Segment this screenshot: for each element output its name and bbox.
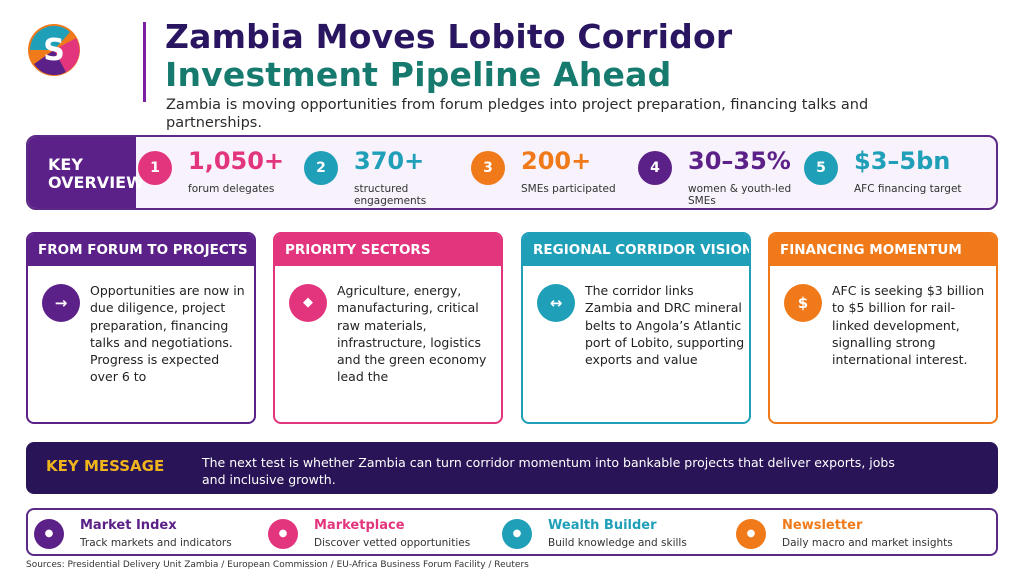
- nav-item-wealth-builder[interactable]: ● Wealth Builder Build knowledge and ski…: [502, 516, 732, 552]
- nav-item-newsletter[interactable]: ● Newsletter Daily macro and market insi…: [736, 516, 966, 552]
- dot-icon: ●: [736, 519, 766, 549]
- stat-value: 370+: [354, 147, 425, 175]
- card-priority-sectors: PRIORITY SECTORS ◆ Agriculture, energy, …: [273, 232, 503, 424]
- svg-text:S: S: [43, 33, 65, 68]
- card-header: PRIORITY SECTORS: [275, 234, 501, 266]
- card-body: The corridor links Zambia and DRC minera…: [585, 283, 745, 368]
- page-title: Zambia Moves Lobito Corridor Investment …: [165, 18, 732, 94]
- stat-value: 30–35%: [688, 147, 791, 175]
- sources-footnote: Sources: Presidential Delivery Unit Zamb…: [26, 560, 529, 570]
- stat-number-badge: 1: [138, 151, 172, 185]
- bottom-nav: ● Market Index Track markets and indicat…: [26, 508, 998, 556]
- card-financing-momentum: FINANCING MOMENTUM $ AFC is seeking $3 b…: [768, 232, 998, 424]
- nav-item-subtitle: Track markets and indicators: [80, 537, 232, 549]
- nav-item-subtitle: Discover vetted opportunities: [314, 537, 471, 549]
- card-body: Agriculture, energy, manufacturing, crit…: [337, 283, 487, 385]
- nav-item-subtitle: Build knowledge and skills: [548, 537, 687, 549]
- card-body: Opportunities are now in due diligence, …: [90, 283, 245, 385]
- key-message-label: KEY MESSAGE: [46, 457, 165, 475]
- stat-label: AFC financing target: [854, 183, 962, 195]
- stat-value: 1,050+: [188, 147, 285, 175]
- title-line-2: Investment Pipeline Ahead: [165, 55, 672, 94]
- stat-value: $3–5bn: [854, 147, 951, 175]
- stat-value: 200+: [521, 147, 592, 175]
- dot-icon: ●: [268, 519, 298, 549]
- card-regional-corridor-vision: REGIONAL CORRIDOR VISION ↔ The corridor …: [521, 232, 751, 424]
- key-overview-label: KEY OVERVIEW: [28, 137, 144, 208]
- key-message-text: The next test is whether Zambia can turn…: [202, 455, 895, 487]
- dot-icon: ●: [34, 519, 64, 549]
- nav-item-title: Wealth Builder: [548, 518, 657, 533]
- key-overview-panel: KEY OVERVIEW 1 1,050+ forum delegates 2 …: [26, 135, 998, 210]
- stat-number-badge: 2: [304, 151, 338, 185]
- brand-logo: S: [26, 22, 82, 78]
- nav-item-title: Marketplace: [314, 518, 405, 533]
- stat-number-badge: 3: [471, 151, 505, 185]
- dot-icon: ●: [502, 519, 532, 549]
- diamond-icon: ◆: [289, 284, 327, 322]
- nav-item-title: Newsletter: [782, 518, 863, 533]
- nav-item-marketplace[interactable]: ● Marketplace Discover vetted opportunit…: [268, 516, 498, 552]
- stat-label: women & youth-led SMEs: [688, 183, 792, 207]
- stat-number-badge: 4: [638, 151, 672, 185]
- nav-item-subtitle: Daily macro and market insights: [782, 537, 953, 549]
- stat-label: SMEs participated: [521, 183, 616, 195]
- card-header: FROM FORUM TO PROJECTS: [28, 234, 254, 266]
- nav-item-market-index[interactable]: ● Market Index Track markets and indicat…: [34, 516, 264, 552]
- card-header: FINANCING MOMENTUM: [770, 234, 996, 266]
- nav-item-title: Market Index: [80, 518, 177, 533]
- stat-number-badge: 5: [804, 151, 838, 185]
- page-subtitle: Zambia is moving opportunities from foru…: [166, 97, 869, 131]
- card-body: AFC is seeking $3 billion to $5 billion …: [832, 283, 985, 368]
- dollar-icon: $: [784, 284, 822, 322]
- stat-label: structured engagements: [354, 183, 427, 207]
- arrow-right-icon: →: [42, 284, 80, 322]
- key-message-banner: KEY MESSAGE The next test is whether Zam…: [26, 442, 998, 494]
- stat-label: forum delegates: [188, 183, 275, 195]
- two-way-arrow-icon: ↔: [537, 284, 575, 322]
- title-line-1: Zambia Moves Lobito Corridor: [165, 17, 733, 56]
- card-header: REGIONAL CORRIDOR VISION: [523, 234, 749, 266]
- title-accent-bar: [143, 22, 146, 102]
- card-forum-to-projects: FROM FORUM TO PROJECTS → Opportunities a…: [26, 232, 256, 424]
